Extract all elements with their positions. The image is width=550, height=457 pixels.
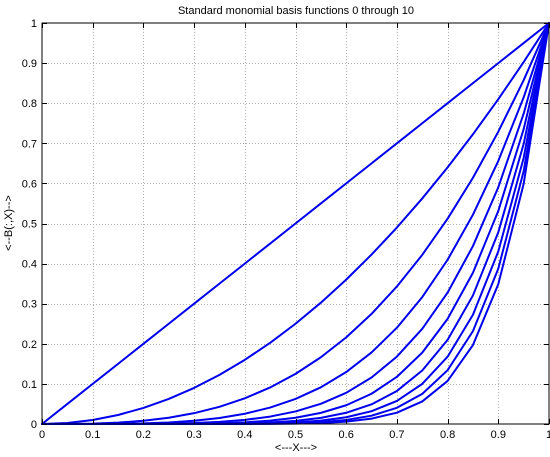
x-tick-label: 0.7 [389,429,404,441]
y-tick-label: 0.5 [22,219,37,231]
x-tick-label: 0.8 [440,429,455,441]
y-tick-labels: 0 0.1 0.2 0.3 0.4 0.5 0.6 0.7 0.8 0.9 1 [22,18,37,431]
series-line-3 [41,22,550,425]
x-axis-label: <---X---> [275,442,317,454]
x-tick-label: 1 [546,429,550,441]
x-tick-label: 0.9 [491,429,506,441]
y-tick-label: 0.4 [22,259,37,271]
y-tick-label: 0.3 [22,299,37,311]
series-line-2 [41,22,550,425]
x-tick-label: 0.6 [339,429,354,441]
y-axis-label: <--B(:,X)--> [3,195,15,251]
y-tick-label: 0.6 [22,178,37,190]
series-line-1 [41,22,550,425]
x-tick-label: 0.1 [85,429,100,441]
x-tick-label: 0.3 [186,429,201,441]
x-tick-label: 0.4 [237,429,252,441]
x-tick-label: 0.5 [288,429,303,441]
x-tick-label: 0 [39,429,45,441]
grid-lines [42,23,549,424]
plot-frame [41,22,550,425]
y-tick-label: 0 [31,419,37,431]
y-tick-label: 0.2 [22,339,37,351]
y-tick-label: 0.8 [22,98,37,110]
x-tick-label: 0.2 [136,429,151,441]
y-tick-label: 1 [31,18,37,30]
x-tick-labels: 0 0.1 0.2 0.3 0.4 0.5 0.6 0.7 0.8 0.9 1 [39,429,550,441]
y-tick-label: 0.7 [22,138,37,150]
chart-title: Standard monomial basis functions 0 thro… [178,5,414,17]
y-tick-label: 0.9 [22,58,37,70]
y-tick-label: 0.1 [22,379,37,391]
